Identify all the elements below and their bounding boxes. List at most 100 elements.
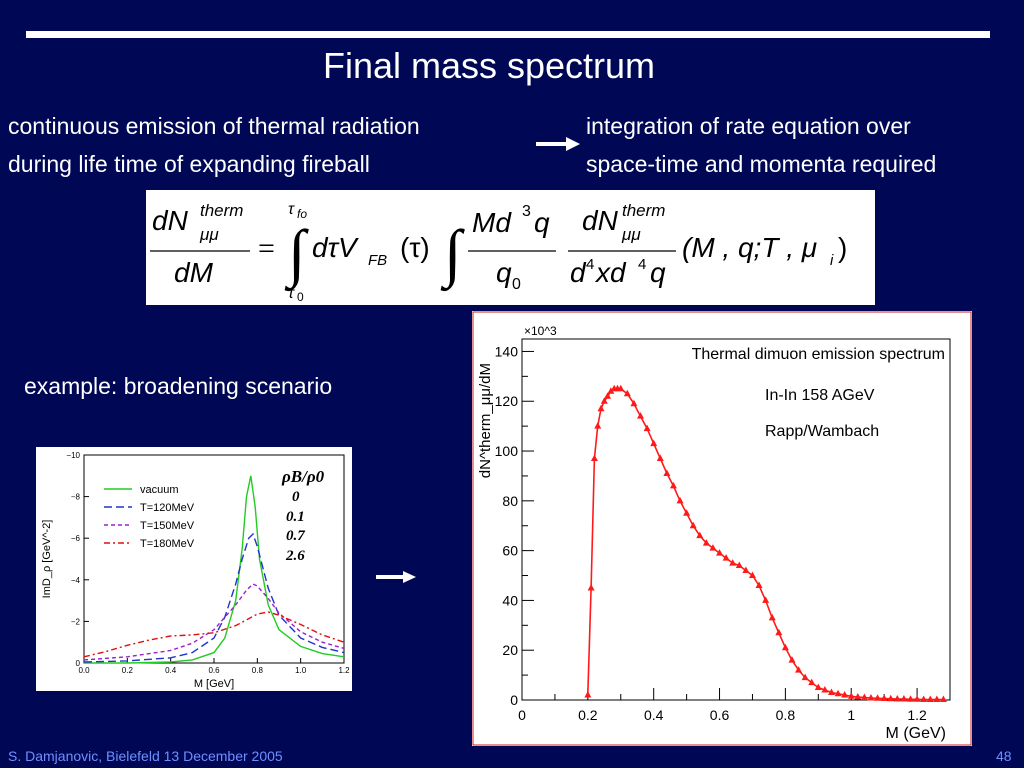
main-data-point — [788, 656, 796, 663]
main-x-tick-label: 0.6 — [710, 707, 730, 723]
main-title-box — [622, 341, 946, 363]
rho-value-1: 0.1 — [286, 509, 305, 525]
left-text-block: continuous emission of thermal radiation… — [8, 107, 420, 183]
main-data-point — [643, 424, 651, 432]
int2-num: Md — [472, 207, 512, 238]
main-data-point — [847, 692, 855, 699]
main-data-point — [920, 695, 928, 703]
integral-sign-1: ∫ — [284, 217, 309, 292]
rate-sub: μμ — [621, 225, 641, 244]
main-data-point — [590, 454, 598, 462]
dimuon-spectrum-svg: 0 0.2 0.4 0.6 0.8 1 1.2 0 20 40 60 80 100 120 140 ×10^3… — [472, 311, 972, 746]
main-data-point — [867, 694, 875, 701]
spec-x-tick-label: 1.2 — [338, 666, 350, 675]
spec-legend-label-0: vacuum — [140, 484, 179, 496]
footer-page-number: 48 — [996, 748, 1012, 764]
right-text-line-1: integration of rate equation over — [586, 113, 911, 139]
main-data-point — [887, 694, 895, 702]
main-x-tick-label: 1 — [847, 707, 855, 723]
spec-x-tick-label: 0.8 — [252, 666, 264, 675]
main-x-tick-label: 1.2 — [907, 707, 927, 723]
rate-den-sup2: 4 — [638, 256, 646, 273]
int1-body-sub: FB — [368, 252, 387, 269]
rate-sup: therm — [622, 201, 665, 220]
main-data-point — [676, 496, 684, 504]
main-data-point — [834, 689, 842, 697]
svg-text:dN: dN — [152, 205, 189, 236]
main-data-point — [584, 691, 592, 698]
main-data-point — [735, 561, 743, 569]
rho-value-2: 0.7 — [286, 528, 305, 544]
rate-den-d: d — [570, 257, 587, 288]
slide-title: Final mass spectrum — [322, 45, 656, 86]
main-data-point — [716, 549, 724, 556]
main-data-point — [755, 581, 763, 588]
spec-y-tick-label: 0 — [76, 659, 81, 668]
lhs-den: dM — [174, 257, 214, 288]
spec-x-tick-label: 0.2 — [122, 666, 134, 675]
main-data-point — [637, 412, 645, 419]
rho-legend: ρB/ρ0 0 0.1 0.7 2.6 — [278, 464, 348, 579]
main-data-point — [814, 683, 822, 691]
int2-num-end: q — [534, 207, 550, 238]
rho-value-3: 2.6 — [285, 548, 305, 564]
right-text-line-2: space-time and momenta required — [586, 151, 937, 177]
main-data-point — [689, 521, 697, 529]
int1-upper-sub: fo — [297, 207, 307, 221]
right-arrow-icon-2 — [376, 571, 416, 583]
main-data-point — [906, 695, 914, 702]
left-text-line-2: during life time of expanding fireball — [8, 151, 370, 177]
main-data-point — [600, 397, 608, 404]
main-data-point — [594, 422, 602, 429]
main-data-point — [729, 559, 737, 566]
spec-series-line-0 — [84, 475, 345, 664]
spec-x-tick-label: 0.6 — [208, 666, 220, 675]
main-data-point — [900, 695, 908, 702]
spec-x-tick-label: 0.4 — [165, 666, 177, 675]
rho-legend-header: ρB/ρ0 — [281, 467, 325, 486]
int1-lower-sub: 0 — [297, 290, 304, 304]
spec-series-line-2 — [83, 583, 345, 661]
main-y-tick-label: 120 — [495, 393, 519, 409]
spec-y-tick-label: −6 — [71, 534, 81, 543]
spec-series-line-3 — [83, 611, 345, 658]
spec-y-axis-label: ImD_ρ [GeV^-2] — [41, 520, 53, 599]
main-data-point — [630, 399, 638, 407]
main-data-point — [854, 693, 862, 700]
main-data-point — [926, 695, 934, 703]
rate-den-sup1: 4 — [586, 256, 594, 273]
main-data-point — [607, 387, 615, 394]
main-x-tick-label: 0 — [518, 707, 526, 723]
main-data-point — [623, 389, 631, 397]
main-data-point — [939, 695, 947, 703]
main-data-point — [650, 439, 658, 447]
main-x-tick-label: 0.8 — [776, 707, 796, 723]
main-y-tick-label: 60 — [502, 543, 518, 559]
top-rule — [26, 31, 990, 38]
main-data-point — [762, 596, 770, 603]
integral-sign-2: ∫ — [440, 217, 465, 292]
rho-value-0: 0 — [292, 489, 300, 505]
main-data-point — [781, 643, 789, 651]
main-data-point — [604, 392, 612, 399]
main-annotation-model: Rapp/Wambach — [765, 423, 879, 440]
int2-den-sub: 0 — [512, 276, 521, 293]
rate-den-mid: xd — [594, 257, 627, 288]
spec-legend-label-2: T=150MeV — [140, 520, 195, 532]
args-end: ) — [838, 232, 847, 263]
int2-den: q — [496, 257, 512, 288]
main-data-point — [841, 691, 849, 698]
main-data-point — [801, 673, 809, 681]
rate-den-end: q — [650, 257, 666, 288]
main-y-tick-label: 140 — [495, 343, 519, 359]
main-annotation-system: In-In 158 AGeV — [765, 387, 875, 404]
main-data-point — [656, 454, 664, 462]
main-data-point — [696, 531, 704, 539]
args-sub: i — [830, 252, 834, 269]
main-y-tick-label: 100 — [495, 443, 519, 459]
main-data-point — [617, 384, 625, 392]
spec-series-line-1 — [83, 532, 345, 663]
spec-y-tick-label: −2 — [71, 617, 81, 626]
main-data-point — [827, 688, 835, 696]
main-data-point — [913, 695, 921, 702]
